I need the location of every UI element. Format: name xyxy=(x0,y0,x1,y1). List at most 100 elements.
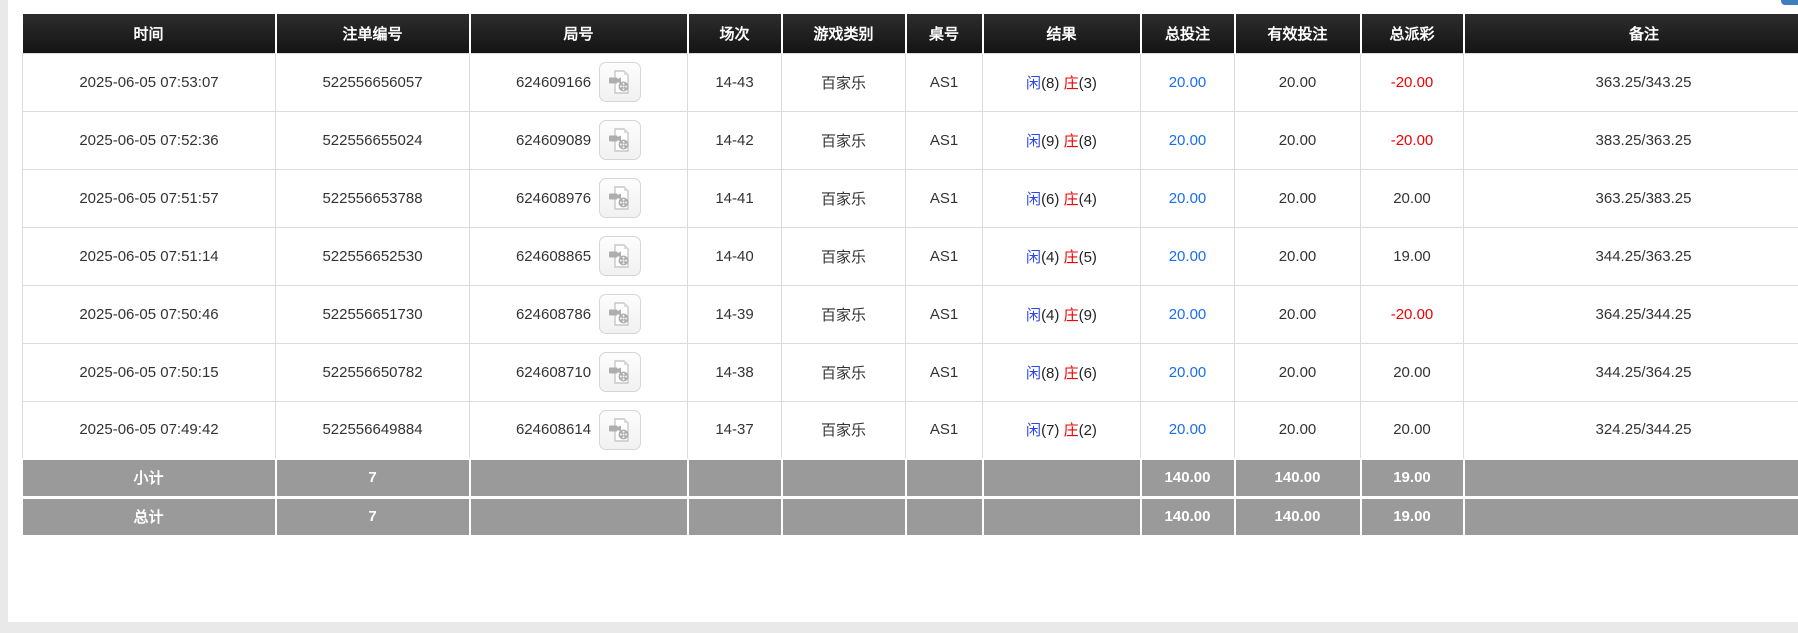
round-cell: 624608614 xyxy=(469,400,688,460)
video-replay-button[interactable] xyxy=(599,62,642,102)
round-id: 624608614 xyxy=(515,421,592,439)
banker-result-label: 庄 xyxy=(1063,132,1079,150)
banker-result-score: (3) xyxy=(1078,74,1097,92)
subtotal-empty-table-no-cell xyxy=(905,458,984,497)
banker-result-score: (9) xyxy=(1078,306,1097,324)
video-replay-button[interactable] xyxy=(599,409,642,450)
payout-cell: -20.00 xyxy=(1360,52,1464,112)
video-replay-button[interactable] xyxy=(599,294,642,334)
table-row: 2025-06-05 07:50:46 522556651730 624608786… xyxy=(22,284,1798,344)
time-cell: 2025-06-05 07:50:15 xyxy=(22,342,276,402)
subtotal-valid-bet-cell: 140.00 xyxy=(1234,458,1362,497)
player-result-score: (4) xyxy=(1041,306,1060,324)
result-cell: 闲(7) 庄(2) xyxy=(982,400,1141,460)
player-result-score: (9) xyxy=(1041,132,1060,150)
column-header: 场次 xyxy=(687,14,783,53)
total-bet-cell: 20.00 xyxy=(1140,226,1235,286)
total-bet-cell: 20.00 xyxy=(1140,168,1235,228)
video-replay-button[interactable] xyxy=(599,236,642,276)
grand_total-valid-bet-cell: 140.00 xyxy=(1234,495,1362,535)
session-cell: 14-40 xyxy=(687,226,782,286)
total-bet-link[interactable]: 20.00 xyxy=(1168,247,1207,265)
grand_total-empty-round-cell xyxy=(469,495,689,535)
table-no-cell: AS1 xyxy=(905,284,983,344)
table-no-cell: AS1 xyxy=(905,400,983,460)
round-cell: 624608865 xyxy=(469,226,688,286)
column-header: 有效投注 xyxy=(1234,14,1362,53)
video-replay-button[interactable] xyxy=(599,352,642,392)
video-replay-button[interactable] xyxy=(599,178,642,218)
round-id: 624608786 xyxy=(515,305,592,323)
total-bet-cell: 20.00 xyxy=(1140,400,1235,460)
remark-cell: 324.25/344.25 xyxy=(1463,400,1798,460)
round-cell-inner: 624608865 xyxy=(516,236,642,276)
table-row: 2025-06-05 07:50:15 522556650782 624608710… xyxy=(22,342,1798,402)
column-header: 局号 xyxy=(469,14,689,53)
bet-id-cell: 522556656057 xyxy=(275,52,470,112)
session-cell: 14-38 xyxy=(687,342,782,402)
table-no-cell: AS1 xyxy=(905,226,983,286)
video-replay-button[interactable] xyxy=(599,120,642,160)
total-bet-link[interactable]: 20.00 xyxy=(1168,421,1207,439)
round-cell-inner: 624609089 xyxy=(515,120,642,160)
total-bet-link[interactable]: 20.00 xyxy=(1168,189,1207,207)
result-cell: 闲(6) 庄(4) xyxy=(982,168,1141,228)
top-right-button-fragment[interactable] xyxy=(1781,0,1798,5)
subtotal-empty-session-cell xyxy=(687,458,783,497)
player-result-score: (6) xyxy=(1041,190,1060,208)
table-no-cell: AS1 xyxy=(905,52,983,112)
subtotal-label-cell: 小计 xyxy=(22,458,277,497)
total-bet-link[interactable]: 20.00 xyxy=(1168,363,1207,381)
time-cell: 2025-06-05 07:53:07 xyxy=(22,52,276,112)
banker-result-score: (2) xyxy=(1078,422,1097,440)
valid-bet-cell: 20.00 xyxy=(1234,400,1361,460)
valid-bet-cell: 20.00 xyxy=(1234,342,1361,402)
payout-cell: -20.00 xyxy=(1360,284,1464,344)
video-replay-icon xyxy=(607,301,633,327)
subtotal-empty-result-cell xyxy=(982,458,1142,497)
column-header: 时间 xyxy=(22,14,277,53)
game-type-cell: 百家乐 xyxy=(781,226,906,286)
banker-result-label: 庄 xyxy=(1063,422,1079,440)
remark-cell: 344.25/364.25 xyxy=(1463,342,1798,402)
banker-result-score: (8) xyxy=(1078,132,1097,150)
total-bet-cell: 20.00 xyxy=(1140,284,1235,344)
column-header: 桌号 xyxy=(905,14,984,53)
column-header: 备注 xyxy=(1463,14,1798,53)
round-cell: 624609166 xyxy=(469,52,688,112)
grand_total-empty-session-cell xyxy=(687,495,783,535)
total-bet-link[interactable]: 20.00 xyxy=(1168,131,1207,149)
player-result-label: 闲 xyxy=(1026,422,1042,440)
round-cell: 624608786 xyxy=(469,284,688,344)
player-result-score: (7) xyxy=(1041,422,1060,440)
payout-cell: 19.00 xyxy=(1360,226,1464,286)
total-bet-cell: 20.00 xyxy=(1140,342,1235,402)
grand_total-payout-cell: 19.00 xyxy=(1360,495,1465,535)
game-type-cell: 百家乐 xyxy=(781,110,906,170)
total-bet-cell: 20.00 xyxy=(1140,52,1235,112)
player-result-label: 闲 xyxy=(1026,132,1042,150)
player-result-label: 闲 xyxy=(1026,364,1042,382)
subtotal-empty-game-type-cell xyxy=(781,458,907,497)
player-result-score: (4) xyxy=(1041,248,1060,266)
bet-id-cell: 522556652530 xyxy=(275,226,470,286)
video-replay-icon xyxy=(607,127,633,153)
round-id: 624609089 xyxy=(515,131,592,149)
total-bet-link[interactable]: 20.00 xyxy=(1168,73,1207,91)
subtotal-row: 小计 7 140.00 140.00 19.00 xyxy=(22,458,1798,497)
remark-cell: 364.25/344.25 xyxy=(1463,284,1798,344)
table-row: 2025-06-05 07:51:14 522556652530 624608865… xyxy=(22,226,1798,286)
subtotal-remark-cell xyxy=(1463,458,1798,497)
banker-result-label: 庄 xyxy=(1063,74,1079,92)
bet-id-cell: 522556649884 xyxy=(275,400,470,460)
player-result-label: 闲 xyxy=(1026,190,1042,208)
valid-bet-cell: 20.00 xyxy=(1234,168,1361,228)
subtotal-count-cell: 7 xyxy=(275,458,471,497)
table-row: 2025-06-05 07:49:42 522556649884 624608614… xyxy=(22,400,1798,460)
total-bet-link[interactable]: 20.00 xyxy=(1168,305,1207,323)
remark-cell: 383.25/363.25 xyxy=(1463,110,1798,170)
time-cell: 2025-06-05 07:51:57 xyxy=(22,168,276,228)
round-cell-inner: 624608710 xyxy=(516,352,642,392)
table-no-cell: AS1 xyxy=(905,168,983,228)
grand_total-empty-result-cell xyxy=(982,495,1142,535)
